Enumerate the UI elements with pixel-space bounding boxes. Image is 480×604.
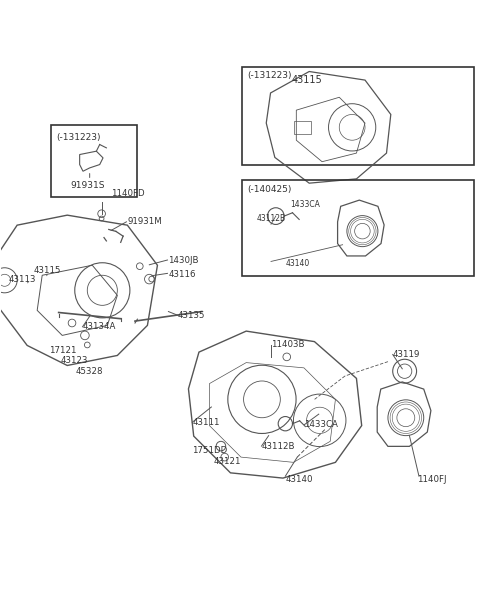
Bar bbox=[242, 66, 474, 164]
Text: 43134A: 43134A bbox=[83, 323, 116, 332]
Text: 17121: 17121 bbox=[49, 346, 77, 355]
Text: 1430JB: 1430JB bbox=[168, 255, 199, 265]
Text: 43140: 43140 bbox=[285, 475, 313, 484]
Text: (-131223): (-131223) bbox=[247, 71, 292, 80]
Text: (-140425): (-140425) bbox=[247, 185, 291, 194]
Text: 91931S: 91931S bbox=[70, 181, 105, 190]
Bar bbox=[51, 126, 137, 197]
Text: 43113: 43113 bbox=[9, 275, 36, 284]
Text: 11403B: 11403B bbox=[271, 341, 304, 350]
Text: 1140FJ: 1140FJ bbox=[417, 475, 446, 484]
Bar bbox=[242, 181, 474, 276]
Text: 45328: 45328 bbox=[75, 367, 103, 376]
Text: 43140: 43140 bbox=[285, 259, 310, 268]
Text: 43112B: 43112B bbox=[262, 442, 295, 451]
Text: 1433CA: 1433CA bbox=[290, 200, 320, 209]
Text: 43123: 43123 bbox=[61, 356, 88, 365]
Text: 1433CA: 1433CA bbox=[304, 420, 338, 429]
Text: 43121: 43121 bbox=[214, 457, 241, 466]
Text: 91931M: 91931M bbox=[128, 217, 163, 226]
Text: 43119: 43119 bbox=[393, 350, 420, 359]
Text: 43115: 43115 bbox=[291, 76, 322, 85]
Bar bbox=[294, 121, 312, 133]
Text: 43116: 43116 bbox=[168, 270, 196, 279]
Text: 43112B: 43112B bbox=[257, 214, 286, 223]
Text: 43135: 43135 bbox=[178, 311, 205, 320]
Text: 1751DD: 1751DD bbox=[192, 446, 228, 455]
Text: (-131223): (-131223) bbox=[56, 133, 101, 141]
Text: 43111: 43111 bbox=[192, 418, 220, 427]
Text: 43115: 43115 bbox=[34, 266, 61, 275]
Text: 1140FD: 1140FD bbox=[111, 189, 145, 198]
